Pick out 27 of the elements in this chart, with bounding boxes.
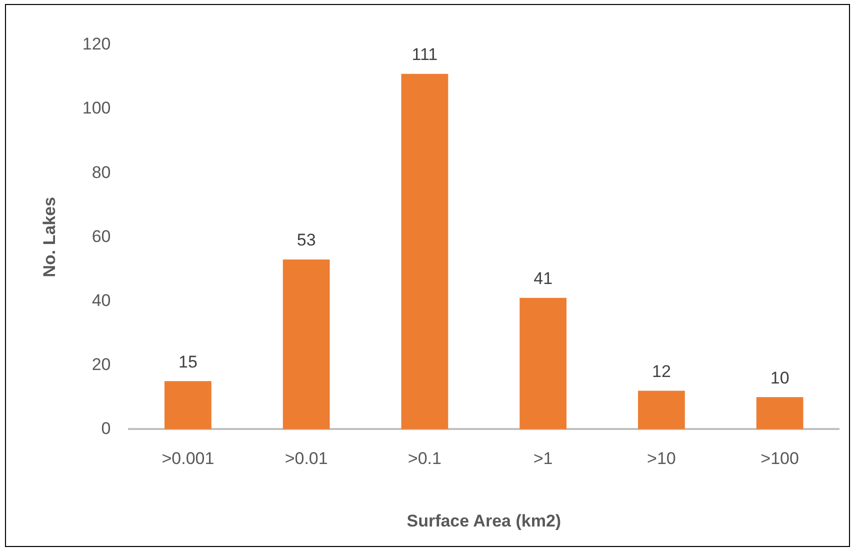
- bar: [401, 74, 448, 430]
- data-label: 10: [770, 368, 790, 388]
- bar: [756, 397, 804, 430]
- y-tick-label: 60: [92, 226, 111, 246]
- y-tick-label: 40: [92, 290, 111, 310]
- x-tick-label: >10: [647, 449, 676, 468]
- data-label: 53: [296, 230, 316, 250]
- y-tick-label: 100: [82, 98, 111, 118]
- x-tick-label: >0.001: [162, 449, 214, 468]
- bar: [164, 381, 212, 430]
- y-axis-title: No. Lakes: [40, 196, 59, 278]
- data-label: 12: [652, 362, 671, 381]
- x-tick-label: >0.1: [408, 449, 442, 468]
- x-tick-label: >100: [760, 449, 799, 468]
- y-tick-label: 80: [92, 162, 111, 182]
- data-label: 41: [534, 269, 553, 288]
- data-label: 15: [178, 352, 198, 372]
- x-tick-label: >1: [533, 449, 553, 468]
- x-tick-label: >0.01: [284, 449, 328, 468]
- bar: [520, 298, 567, 430]
- data-label: 111: [412, 45, 438, 64]
- y-tick-label: 20: [92, 354, 111, 374]
- bar: [638, 390, 685, 430]
- y-tick-label: 0: [101, 418, 111, 438]
- x-axis-title: Surface Area (km2): [406, 511, 562, 530]
- y-tick-label: 120: [82, 34, 111, 54]
- bar: [282, 260, 330, 430]
